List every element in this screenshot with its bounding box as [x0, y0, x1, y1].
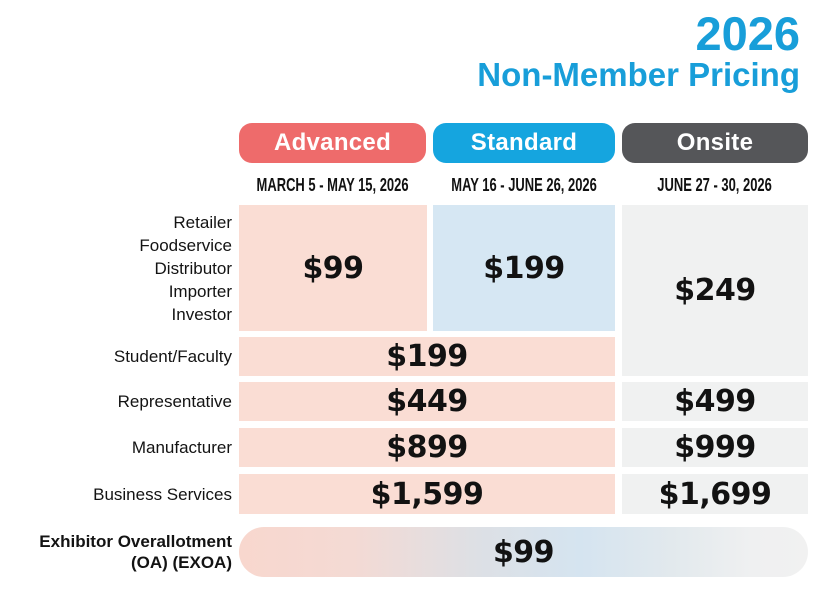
row-label-manufacturer-text: Manufacturer — [131, 438, 232, 457]
page-title: Non-Member Pricing — [477, 56, 800, 93]
date-range-advanced-text: MARCH 5 - MAY 15, 2026 — [257, 174, 409, 195]
price-business-advanced-standard: $1,599 — [239, 474, 615, 514]
column-header-advanced: Advanced — [239, 123, 426, 163]
price-representative-advanced-standard: $449 — [239, 382, 615, 421]
row-label-business-services-text: Business Services — [93, 484, 232, 504]
price-representative-onsite: $499 — [622, 382, 808, 421]
price-attendee-advanced: $99 — [239, 205, 427, 331]
row-label-importer: Importer — [168, 281, 232, 301]
row-label-retailer: Retailer — [173, 212, 232, 232]
row-label-distributor: Distributor — [154, 258, 232, 278]
price-manufacturer-advanced-standard: $899 — [239, 428, 615, 467]
date-range-onsite: JUNE 27 - 30, 2026 — [622, 174, 808, 196]
page-header: 2026 Non-Member Pricing — [477, 10, 800, 93]
price-business-onsite: $1,699 — [622, 474, 808, 514]
row-label-student-faculty: Student/Faculty — [0, 337, 232, 376]
price-attendee-standard: $199 — [433, 205, 615, 331]
row-label-manufacturer: Manufacturer — [0, 428, 232, 467]
price-exoa-all-columns: $99 — [239, 527, 808, 577]
row-label-business-services: Business Services — [0, 474, 232, 514]
row-label-student-faculty-text: Student/Faculty — [113, 347, 232, 366]
row-label-exoa-line2: (OA) (EXOA) — [130, 553, 232, 572]
row-label-exoa: Exhibitor Overallotment (OA) (EXOA) — [0, 527, 232, 577]
price-manufacturer-onsite: $999 — [622, 428, 808, 467]
date-range-standard-text: MAY 16 - JUNE 26, 2026 — [451, 174, 597, 195]
price-attendee-onsite: $249 — [622, 205, 808, 376]
row-label-attendee: Retailer Foodservice Distributor Importe… — [0, 205, 232, 331]
row-label-investor: Investor — [171, 304, 232, 324]
date-range-advanced: MARCH 5 - MAY 15, 2026 — [239, 174, 427, 196]
column-header-standard: Standard — [433, 123, 615, 163]
column-header-onsite: Onsite — [622, 123, 808, 163]
price-student-advanced-standard: $199 — [239, 337, 615, 376]
row-label-representative-text: Representative — [117, 392, 232, 411]
row-label-representative: Representative — [0, 382, 232, 421]
row-label-foodservice: Foodservice — [139, 235, 232, 255]
header-year: 2026 — [695, 7, 800, 60]
row-label-exoa-line1: Exhibitor Overallotment — [39, 532, 232, 551]
date-range-standard: MAY 16 - JUNE 26, 2026 — [433, 174, 615, 196]
date-range-onsite-text: JUNE 27 - 30, 2026 — [657, 174, 773, 195]
